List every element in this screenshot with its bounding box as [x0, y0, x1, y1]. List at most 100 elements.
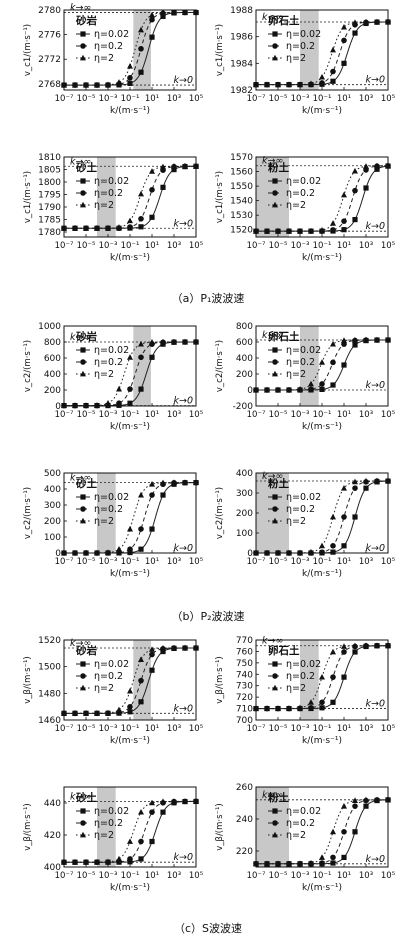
- y-tick-label: 100: [236, 529, 253, 539]
- series-point-0: [160, 492, 166, 498]
- series-point-2: [138, 26, 144, 33]
- legend-marker-2: [272, 831, 278, 838]
- legend-marker-1: [80, 820, 86, 826]
- series-point-2: [275, 705, 281, 711]
- series-point-2: [374, 642, 380, 649]
- y-axis-label: v_c1/(m·s⁻¹): [23, 24, 33, 76]
- x-tick-label: 10⁻⁵: [77, 94, 96, 104]
- series-point-2: [149, 646, 155, 652]
- y-tick-label: 500: [44, 469, 61, 479]
- legend-marker-1: [80, 506, 86, 512]
- material-label: 砂土: [75, 161, 97, 174]
- series-point-2: [352, 336, 358, 343]
- legend-label-2: η=2: [94, 516, 114, 527]
- ref-label-low: k→0: [365, 221, 385, 232]
- material-label: 卵石土: [268, 14, 300, 27]
- x-tick-label: 10⁻⁵: [77, 241, 96, 251]
- series-point-2: [149, 168, 155, 174]
- x-tick-label: 10⁻¹: [121, 241, 140, 251]
- y-tick-label: 1986: [230, 33, 253, 43]
- legend-marker-0: [272, 31, 278, 37]
- legend-marker-2: [80, 201, 86, 208]
- ref-label-low: k→0: [173, 852, 193, 863]
- x-axis-label: k/(m·s⁻¹): [302, 422, 342, 432]
- series-point-2: [116, 224, 122, 230]
- ref-label-low: k→0: [365, 699, 385, 710]
- y-tick-label: 1795: [38, 191, 61, 201]
- shade-band: [97, 473, 116, 553]
- x-tick-label: 10⁻⁷: [55, 241, 74, 251]
- y-tick-label: 800: [236, 322, 253, 332]
- series-point-1: [138, 838, 144, 845]
- x-tick-label: 10⁻³: [99, 94, 118, 104]
- series-point-2: [127, 354, 133, 360]
- series-point-2: [105, 709, 111, 716]
- series-point-0: [149, 667, 155, 673]
- series-point-2: [116, 545, 122, 552]
- chart-panel-10: k→∞ k→0 10⁻⁷ 10⁻⁵ 10⁻³ 10⁻¹ 10¹ 10³ 10⁵ k/(m·s⁻¹)…: [23, 786, 203, 893]
- shade-band: [256, 473, 289, 553]
- series-point-2: [341, 802, 347, 809]
- legend-marker-1: [272, 190, 278, 196]
- legend-label-1: η=0.2: [286, 188, 315, 199]
- series-point-1: [330, 68, 336, 75]
- x-tick-label: 10⁻³: [291, 724, 310, 734]
- shade-band: [256, 157, 289, 237]
- material-label: 粉土: [268, 161, 289, 174]
- series-point-2: [330, 513, 336, 520]
- series-point-2: [319, 359, 325, 365]
- legend-label-0: η=0.02: [94, 492, 129, 503]
- series-point-2: [297, 704, 303, 711]
- y-axis-label: v_c2/(m·s⁻¹): [215, 487, 225, 539]
- x-tick-label: 10⁻³: [291, 871, 310, 881]
- y-tick-label: 1982: [230, 86, 253, 96]
- ref-label-low: k→0: [365, 380, 385, 391]
- legend-marker-0: [80, 31, 86, 37]
- series-point-2: [171, 338, 177, 345]
- legend-label-0: η=0.02: [286, 29, 321, 40]
- series-point-0: [352, 342, 358, 348]
- series-point-0: [363, 803, 369, 809]
- material-label: 砂土: [75, 791, 97, 804]
- legend-marker-0: [80, 347, 86, 353]
- legend-label-1: η=0.2: [286, 504, 315, 515]
- legend-marker-2: [80, 517, 86, 524]
- shade-band: [133, 326, 151, 406]
- series-point-0: [127, 709, 133, 715]
- x-tick-label: 10³: [167, 557, 181, 567]
- y-tick-label: 1800: [38, 178, 61, 188]
- series-point-1: [149, 492, 155, 498]
- x-axis-label: k/(m·s⁻¹): [110, 106, 150, 116]
- legend-marker-1: [80, 43, 86, 49]
- x-axis-label: k/(m·s⁻¹): [302, 253, 342, 263]
- series-point-2: [72, 710, 78, 716]
- y-tick-label: 1540: [230, 197, 253, 207]
- x-tick-label: 10³: [167, 410, 181, 420]
- series-point-1: [330, 227, 336, 233]
- series-point-2: [264, 705, 270, 711]
- y-tick-label: 100: [44, 533, 61, 543]
- series-point-2: [297, 81, 303, 87]
- legend-marker-0: [80, 661, 86, 667]
- series-point-2: [341, 337, 347, 343]
- series-point-2: [297, 227, 303, 234]
- series-point-2: [72, 402, 78, 408]
- series-point-2: [105, 400, 111, 406]
- series-point-0: [363, 185, 369, 191]
- series-point-2: [138, 340, 144, 347]
- legend-marker-0: [80, 494, 86, 500]
- legend-marker-1: [272, 673, 278, 679]
- legend-marker-1: [272, 506, 278, 512]
- chart-panel-1: k→∞ k→0 10⁻⁷ 10⁻⁵ 10⁻³ 10⁻¹ 10¹ 10³ 10⁵ k/(m·s⁻¹)…: [215, 6, 395, 116]
- y-tick-label: 710: [236, 705, 253, 715]
- legend-label-0: η=0.02: [94, 176, 129, 187]
- legend-label-1: η=0.2: [94, 818, 123, 829]
- y-tick-label: 740: [236, 670, 253, 680]
- series-point-2: [171, 644, 177, 651]
- y-tick-label: 400: [44, 863, 61, 873]
- series-point-0: [127, 80, 133, 86]
- series-point-1: [127, 856, 133, 862]
- series-point-0: [341, 60, 347, 66]
- series-point-1: [149, 809, 155, 815]
- series-point-2: [264, 227, 270, 234]
